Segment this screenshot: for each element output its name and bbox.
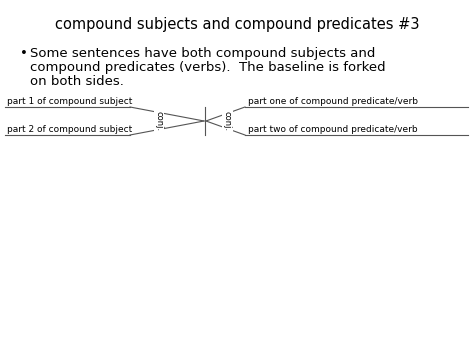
Text: on both sides.: on both sides.	[30, 75, 124, 88]
Text: •: •	[20, 47, 28, 60]
Text: part 2 of compound subject: part 2 of compound subject	[7, 125, 132, 134]
Text: compound predicates (verbs).  The baseline is forked: compound predicates (verbs). The baselin…	[30, 61, 386, 74]
Text: Some sentences have both compound subjects and: Some sentences have both compound subjec…	[30, 47, 375, 60]
Text: part two of compound predicate/verb: part two of compound predicate/verb	[248, 125, 418, 134]
Text: compound subjects and compound predicates #3: compound subjects and compound predicate…	[55, 17, 419, 32]
Text: conj.: conj.	[223, 111, 232, 131]
Text: part 1 of compound subject: part 1 of compound subject	[7, 97, 132, 106]
Text: part one of compound predicate/verb: part one of compound predicate/verb	[248, 97, 418, 106]
Text: conj.: conj.	[155, 111, 164, 131]
